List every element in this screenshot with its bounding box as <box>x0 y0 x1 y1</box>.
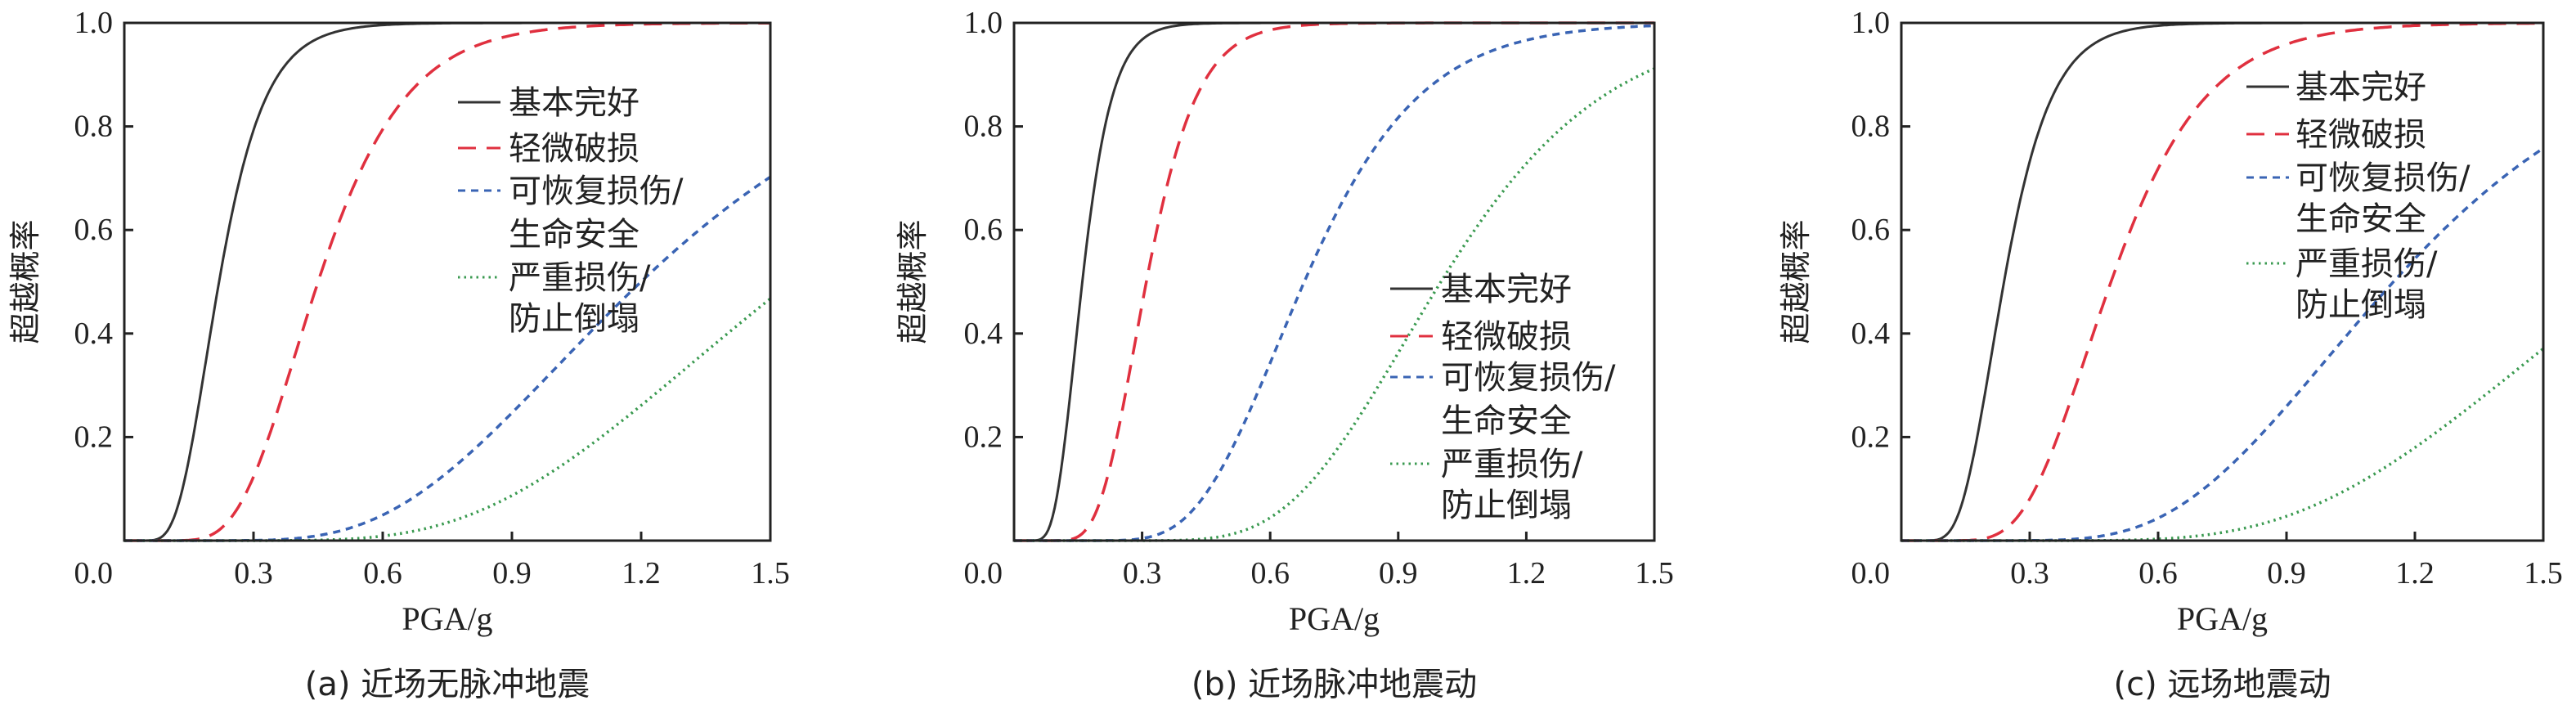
legend-label: 严重损伤/ <box>509 259 651 297</box>
legend-label: 防止倒塌 <box>1441 487 1572 524</box>
y-tick-label: 0.6 <box>964 213 1003 247</box>
y-tick-label: 0.8 <box>1851 110 1891 144</box>
plot-frame <box>1900 21 2545 542</box>
x-tick-label: 1.2 <box>2395 556 2435 591</box>
legend-label: 生命安全 <box>509 216 640 254</box>
x-tick-label: 1.2 <box>1507 556 1546 591</box>
curve-series-3 <box>124 297 772 542</box>
y-tick-label: 0.2 <box>1851 420 1891 454</box>
x-tick-label: 0.9 <box>2267 556 2306 591</box>
curve-series-0 <box>124 21 770 542</box>
legend-label: 基本完好 <box>1441 271 1572 308</box>
x-axis-label: PGA/g <box>1289 600 1380 637</box>
legend-label: 防止倒塌 <box>509 300 640 338</box>
legend-label: 可恢复损伤/ <box>509 173 684 210</box>
legend-label: 生命安全 <box>2296 200 2426 238</box>
legend-label: 防止倒塌 <box>2296 286 2426 324</box>
x-tick-label: 0.6 <box>1250 556 1290 591</box>
x-tick-label: 1.5 <box>1635 556 1674 591</box>
curve-series-3 <box>1901 347 2545 542</box>
curve-series-2 <box>1901 146 2544 542</box>
panel-c: 0.0 0.2 0.4 0.6 0.8 1.0 0.3 0.6 0.9 1.2 1.5 PGA/g 超越… <box>1778 6 2563 703</box>
plot-frame <box>1012 21 1656 542</box>
y-tick-label: 1.0 <box>1851 6 1891 40</box>
y-tick-label: 0.4 <box>964 317 1003 351</box>
y-tick-label: 1.0 <box>964 6 1003 40</box>
legend-label: 可恢复损伤/ <box>2296 159 2471 197</box>
x-tick-label: 0.6 <box>363 556 402 591</box>
x-tick-label: 1.5 <box>751 556 790 591</box>
x-tick-label: 1.2 <box>622 556 661 591</box>
y-tick-label: 0.0 <box>74 556 114 591</box>
y-tick-label: 0.8 <box>964 110 1003 144</box>
x-tick-label: 1.5 <box>2524 556 2563 591</box>
curve-series-1 <box>1901 21 2544 542</box>
y-tick-label: 1.0 <box>74 6 114 40</box>
y-axis-label: 超越概率 <box>1778 219 1814 344</box>
curve-series-1 <box>124 21 770 542</box>
curve-series-2 <box>124 175 771 542</box>
legend-label: 轻微破损 <box>509 130 640 168</box>
x-tick-label: 0.6 <box>2138 556 2178 591</box>
curve-series-3 <box>1014 67 1655 542</box>
x-axis-label: PGA/g <box>2177 600 2268 637</box>
y-tick-label: 0.2 <box>964 420 1003 454</box>
legend-label: 轻微破损 <box>2296 116 2426 154</box>
x-axis-label: PGA/g <box>402 600 492 637</box>
panel-caption: (b) 近场脉冲地震动 <box>1192 666 1477 703</box>
y-tick-label: 0.2 <box>74 420 114 454</box>
y-tick-label: 0.0 <box>964 556 1003 591</box>
y-tick-label: 0.0 <box>1851 556 1891 591</box>
legend-label: 基本完好 <box>509 84 640 122</box>
legend-label: 严重损伤/ <box>1441 446 1583 483</box>
legend-label: 可恢复损伤/ <box>1441 359 1616 397</box>
plot-frame <box>123 21 772 542</box>
y-tick-label: 0.4 <box>1851 317 1891 351</box>
y-tick-label: 0.6 <box>1851 213 1891 247</box>
legend-label: 基本完好 <box>2296 69 2426 106</box>
legend-label: 严重损伤/ <box>2296 245 2438 283</box>
y-tick-label: 0.8 <box>74 110 114 144</box>
x-tick-label: 0.3 <box>1123 556 1162 591</box>
x-tick-label: 0.9 <box>1379 556 1418 591</box>
legend-label: 生命安全 <box>1441 402 1572 440</box>
panel-a: 0.0 0.2 0.4 0.6 0.8 1.0 0.3 0.6 0.9 1.2 1.5 PGA/g 超越… <box>7 6 790 703</box>
panel-b: 0.0 0.2 0.4 0.6 0.8 1.0 0.3 0.6 0.9 1.2 1.5 PGA/g 超越… <box>895 6 1674 703</box>
x-tick-label: 0.3 <box>2010 556 2049 591</box>
panel-caption: (a) 近场无脉冲地震 <box>305 666 590 703</box>
y-tick-label: 0.4 <box>74 317 114 351</box>
panel-caption: (c) 远场地震动 <box>2114 666 2331 703</box>
legend-label: 轻微破损 <box>1441 318 1572 356</box>
x-tick-label: 0.9 <box>492 556 532 591</box>
y-axis-label: 超越概率 <box>895 219 931 344</box>
x-tick-label: 0.3 <box>234 556 273 591</box>
y-tick-label: 0.6 <box>74 213 114 247</box>
y-axis-label: 超越概率 <box>7 219 43 344</box>
curve-series-0 <box>1901 21 2543 542</box>
